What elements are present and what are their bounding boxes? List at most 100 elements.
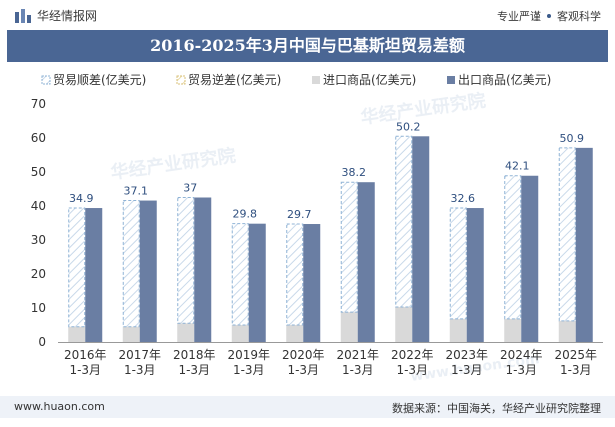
x-tick-label: 1-3月 [451, 363, 483, 377]
x-tick-label: 1-3月 [178, 363, 210, 377]
x-tick-label: 2023年 [445, 348, 488, 362]
y-tick-label: 10 [31, 301, 46, 315]
export-bar [521, 175, 539, 342]
export-bar [85, 208, 103, 342]
x-tick-label: 1-3月 [396, 363, 428, 377]
y-tick-label: 20 [31, 267, 46, 281]
brand: 华经情报网 [14, 7, 97, 24]
x-tick-label: 2025年 [554, 348, 597, 362]
surplus-bar [231, 223, 249, 326]
surplus-data-label: 50.2 [396, 120, 421, 133]
surplus-bar [504, 175, 522, 320]
brand-logo-icon [15, 8, 31, 23]
x-tick-label: 2016年 [64, 348, 107, 362]
x-tick-label: 2018年 [173, 348, 216, 362]
import-bar [504, 318, 522, 342]
import-bar [177, 323, 195, 342]
footer-website[interactable]: www.huaon.com [14, 400, 105, 413]
export-bar [248, 223, 266, 342]
import-bar [340, 312, 358, 342]
y-tick-label: 50 [31, 165, 46, 179]
x-tick-label: 2020年 [282, 348, 325, 362]
x-tick-label: 1-3月 [505, 363, 537, 377]
legend-deficit-label: 贸易逆差(亿美元) [188, 72, 281, 87]
export-bar [194, 197, 212, 342]
legend-export-swatch [447, 76, 455, 84]
x-tick-label: 1-3月 [69, 363, 101, 377]
tagline-left: 专业严谨 [497, 10, 541, 23]
x-tick-label: 2017年 [118, 348, 161, 362]
surplus-bar [177, 197, 195, 324]
export-bar [575, 147, 593, 342]
import-bar [395, 306, 413, 342]
export-bar [303, 224, 321, 342]
footer: www.huaon.com 数据来源：中国海关，华经产业研究院整理 [0, 396, 615, 418]
legend: 贸易顺差(亿美元) 贸易逆差(亿美元) 进口商品(亿美元) 出口商品(亿美元) [41, 72, 551, 87]
import-bar [68, 326, 86, 342]
x-tick-label: 2019年 [227, 348, 270, 362]
footer-source: 数据来源：中国海关，华经产业研究院整理 [392, 402, 601, 415]
y-tick-label: 30 [31, 233, 46, 247]
legend-export-label: 出口商品(亿美元) [458, 72, 551, 87]
surplus-data-label: 34.9 [69, 192, 94, 205]
import-bar [122, 326, 140, 342]
x-tick-label: 1-3月 [233, 363, 265, 377]
import-bar [286, 325, 304, 342]
surplus-bar [558, 147, 576, 322]
tagline-right: 客观科学 [557, 10, 601, 23]
y-tick-label: 60 [31, 131, 46, 145]
legend-surplus-swatch [41, 75, 51, 85]
x-tick-label: 1-3月 [124, 363, 156, 377]
x-tick-label: 1-3月 [342, 363, 374, 377]
export-bar [357, 182, 375, 342]
top-bar: 华经情报网 专业严谨 客观科学 [0, 0, 615, 30]
brand-name: 华经情报网 [37, 9, 98, 23]
surplus-bar [340, 181, 358, 313]
y-tick-label: 70 [31, 97, 46, 111]
surplus-data-label: 37 [183, 182, 197, 195]
chart-title: 2016-2025年3月中国与巴基斯坦贸易差额 [7, 30, 608, 62]
surplus-data-label: 38.2 [342, 166, 367, 179]
legend-deficit-swatch [176, 75, 186, 85]
legend-import-label: 进口商品(亿美元) [323, 72, 416, 87]
surplus-bar [449, 207, 467, 320]
import-bar [231, 325, 249, 342]
legend-surplus-label: 贸易顺差(亿美元) [53, 72, 146, 87]
surplus-data-label: 32.6 [451, 192, 476, 205]
surplus-bar [122, 200, 140, 328]
export-bar [139, 200, 157, 342]
surplus-data-label: 50.9 [560, 132, 585, 145]
export-bar [466, 208, 484, 342]
x-tick-label: 2021年 [336, 348, 379, 362]
y-tick-label: 0 [38, 335, 46, 349]
surplus-bar [286, 223, 304, 326]
x-tick-label: 1-3月 [287, 363, 319, 377]
surplus-data-label: 37.1 [124, 185, 149, 198]
export-bar [412, 136, 430, 342]
surplus-bar [68, 207, 86, 328]
separator-dot-icon [547, 14, 551, 18]
x-tick-label: 2024年 [500, 348, 543, 362]
surplus-bar [395, 135, 413, 308]
import-bar [449, 318, 467, 342]
import-bar [558, 320, 576, 342]
surplus-data-label: 42.1 [505, 160, 530, 173]
y-tick-label: 40 [31, 199, 46, 213]
x-tick-label: 2022年 [391, 348, 434, 362]
legend-import-swatch [312, 76, 320, 84]
tagline: 专业严谨 客观科学 [497, 8, 601, 24]
surplus-data-label: 29.8 [233, 208, 258, 221]
x-tick-label: 1-3月 [560, 363, 592, 377]
surplus-data-label: 29.7 [287, 208, 312, 221]
chart-area: 贸易顺差(亿美元) 贸易逆差(亿美元) 进口商品(亿美元) 出口商品(亿美元) 0 10 2… [31, 72, 603, 378]
